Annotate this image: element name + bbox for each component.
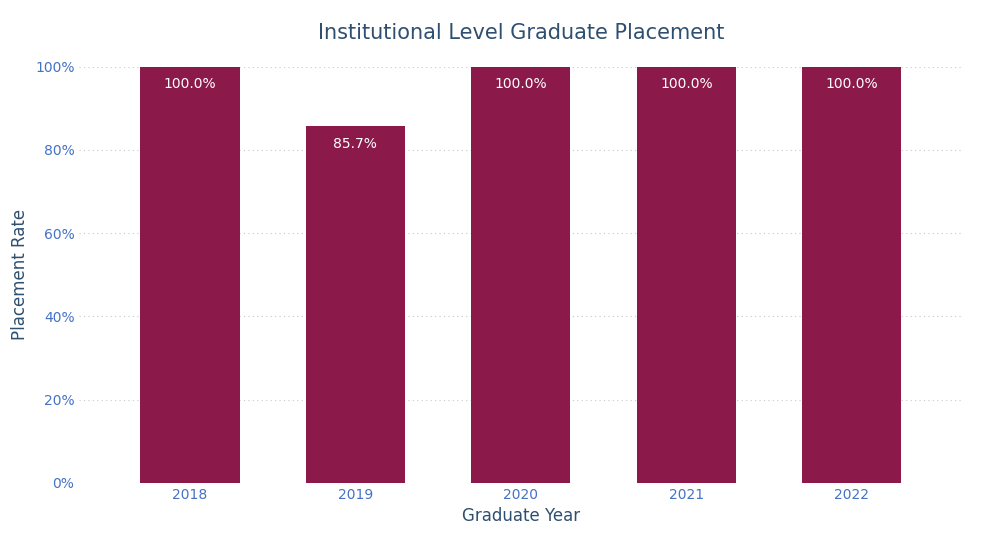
Text: 100.0%: 100.0% bbox=[660, 77, 712, 91]
Text: 100.0%: 100.0% bbox=[825, 77, 878, 91]
Bar bbox=[140, 67, 239, 483]
Bar bbox=[306, 126, 405, 483]
Text: 100.0%: 100.0% bbox=[494, 77, 548, 91]
Y-axis label: Placement Rate: Placement Rate bbox=[12, 209, 30, 340]
Title: Institutional Level Graduate Placement: Institutional Level Graduate Placement bbox=[317, 23, 724, 43]
Bar bbox=[637, 67, 736, 483]
Bar bbox=[803, 67, 902, 483]
Text: 85.7%: 85.7% bbox=[333, 137, 377, 150]
Bar bbox=[471, 67, 570, 483]
Text: 100.0%: 100.0% bbox=[164, 77, 216, 91]
X-axis label: Graduate Year: Graduate Year bbox=[461, 507, 580, 525]
